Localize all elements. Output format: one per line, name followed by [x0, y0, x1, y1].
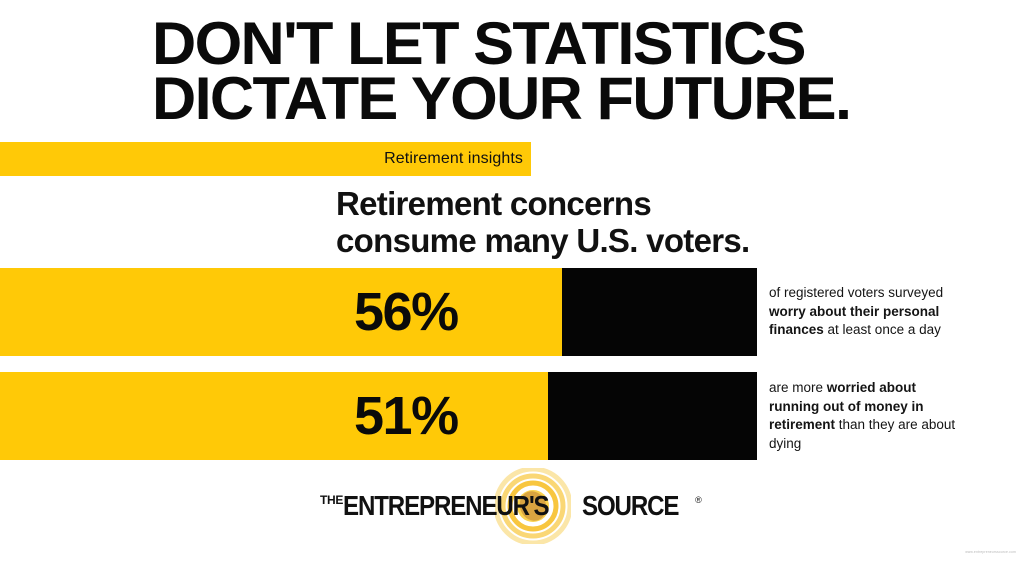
logo-word-before: ENTREPRENEUR'S [343, 490, 550, 521]
stat-description-part1: are more [769, 379, 827, 395]
stat-bar-black [562, 268, 757, 356]
eyebrow-banner: Retirement insights [0, 142, 531, 176]
stat-row: 56% of registered voters surveyed worry … [0, 268, 1024, 356]
stat-description-emphasis: worry about their personal finances [769, 303, 940, 338]
stat-value: 56% [354, 282, 459, 342]
stat-description-part2: than they are about dying [769, 417, 956, 451]
stat-description-part2: at least once a day [823, 322, 941, 338]
subhead: Retirement concerns consume many U.S. vo… [336, 185, 956, 260]
target-rings-icon [495, 468, 571, 544]
subhead-line-1: Retirement concerns [336, 185, 652, 222]
stat-bar-yellow [0, 372, 548, 460]
logo-word-after: SOURCE [582, 490, 679, 521]
stat-row: 51% are more worried about running out o… [0, 372, 1024, 460]
brand-logo: THE ENTREPRENEUR'S SOURCE ® [320, 468, 702, 544]
page-title: DON'T LET STATISTICS DICTATE YOUR FUTURE… [152, 10, 927, 133]
stat-bar-black [548, 372, 757, 460]
headline-line-1: DON'T LET STATISTICS [152, 10, 806, 77]
stat-value: 51% [354, 386, 459, 446]
stat-description-part1: of registered voters surveyed [769, 285, 944, 301]
stat-description: of registered voters surveyed worry abou… [769, 284, 969, 340]
stat-description-emphasis: worried about running out of money in re… [769, 379, 924, 432]
subhead-line-2: consume many U.S. voters. [336, 221, 750, 259]
logo-wordmark: THE ENTREPRENEUR'S SOURCE ® [320, 490, 702, 524]
registered-trademark-mark: ® [695, 495, 702, 505]
headline-line-2: DICTATE YOUR FUTURE. [152, 65, 852, 133]
micro-caption: www.entrepreneurssource.com [965, 550, 1016, 554]
stat-description: are more worried about running out of mo… [769, 379, 969, 454]
logo-the: THE [320, 493, 344, 507]
eyebrow-label: Retirement insights [384, 150, 523, 167]
stat-bar-yellow [0, 268, 562, 356]
